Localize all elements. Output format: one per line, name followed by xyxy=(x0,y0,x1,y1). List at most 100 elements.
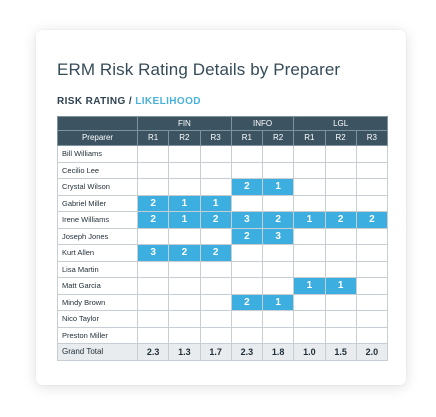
table-body: Bill Williams Cecilio Lee Crystal Wilson 2 1… xyxy=(57,145,389,344)
rating-cell-empty xyxy=(199,227,232,245)
preparer-name: Crystal Wilson xyxy=(57,178,138,196)
preparer-name: Irene Williams xyxy=(57,211,138,229)
rating-cell-highlighted: 2 xyxy=(230,293,264,311)
rating-cell-empty xyxy=(230,310,264,328)
grand-total-cell: 1.8 xyxy=(262,343,295,361)
table-row: Gabriel Miller 2 1 1 xyxy=(57,194,389,212)
rating-cell-empty xyxy=(293,310,326,328)
group-header-row: FIN INFO LGL xyxy=(57,116,389,131)
rating-cell-empty xyxy=(293,161,326,179)
rating-cell-highlighted: 1 xyxy=(199,194,232,212)
rating-cell-empty xyxy=(293,145,326,163)
column-header-lgl-r1: R1 xyxy=(293,130,326,146)
rating-cell-empty xyxy=(324,145,357,163)
column-header-fin-r1: R1 xyxy=(136,130,170,146)
preparer-name: Nico Taylor xyxy=(57,310,138,328)
rating-cell-empty xyxy=(199,293,232,311)
rating-cell-empty xyxy=(230,260,264,278)
grand-total-cell: 1.7 xyxy=(199,343,232,361)
table-row: Kurt Allen 3 2 2 xyxy=(57,244,389,262)
rating-cell-highlighted: 1 xyxy=(293,211,326,229)
rating-cell-empty xyxy=(293,194,326,212)
rating-cell-empty xyxy=(136,293,170,311)
rating-cell-highlighted: 1 xyxy=(168,194,201,212)
rating-cell-empty xyxy=(168,310,201,328)
rating-cell-empty xyxy=(262,145,295,163)
rating-cell-empty xyxy=(324,194,357,212)
rating-cell-highlighted: 2 xyxy=(199,244,232,262)
grand-total-cell: 2.0 xyxy=(355,343,389,361)
subtitle-primary: RISK RATING / xyxy=(57,96,133,107)
rating-cell-empty xyxy=(355,194,389,212)
grand-total-cell: 2.3 xyxy=(230,343,264,361)
rating-cell-empty xyxy=(293,326,326,344)
rating-cell-empty xyxy=(355,260,389,278)
column-header-lgl-r2: R2 xyxy=(324,130,357,146)
rating-cell-empty xyxy=(355,227,389,245)
rating-cell-empty xyxy=(136,145,170,163)
rating-cell-empty xyxy=(168,293,201,311)
rating-cell-empty xyxy=(199,310,232,328)
rating-cell-highlighted: 1 xyxy=(168,211,201,229)
table-row: Mindy Brown 2 1 xyxy=(57,293,389,311)
rating-cell-empty xyxy=(199,277,232,295)
report-card: ERM Risk Rating Details by Preparer RISK… xyxy=(36,30,406,385)
rating-cell-highlighted: 2 xyxy=(262,211,295,229)
group-header-empty xyxy=(57,116,138,131)
rating-cell-empty xyxy=(168,145,201,163)
rating-cell-highlighted: 3 xyxy=(136,244,170,262)
rating-cell-empty xyxy=(293,178,326,196)
table-row: Nico Taylor xyxy=(57,310,389,328)
rating-cell-empty xyxy=(355,161,389,179)
rating-cell-empty xyxy=(293,227,326,245)
risk-rating-table: FIN INFO LGL Preparer R1 R2 R3 R1 R2 R1 … xyxy=(57,116,389,361)
rating-cell-empty xyxy=(136,178,170,196)
rating-cell-empty xyxy=(262,310,295,328)
preparer-name: Bill Williams xyxy=(57,145,138,163)
rating-cell-highlighted: 1 xyxy=(293,277,326,295)
grand-total-label: Grand Total xyxy=(57,343,138,361)
rating-cell-empty xyxy=(262,326,295,344)
rating-cell-empty xyxy=(324,326,357,344)
rating-cell-empty xyxy=(262,244,295,262)
rating-cell-highlighted: 3 xyxy=(230,211,264,229)
rating-cell-empty xyxy=(168,161,201,179)
table-row: Lisa Martin xyxy=(57,260,389,278)
rating-cell-empty xyxy=(355,326,389,344)
rating-cell-empty xyxy=(168,326,201,344)
rating-cell-empty xyxy=(355,293,389,311)
preparer-name: Mindy Brown xyxy=(57,293,138,311)
table-subtitle: RISK RATING / LIKELIHOOD xyxy=(57,95,406,109)
column-header-lgl-r3: R3 xyxy=(355,130,389,146)
rating-cell-empty xyxy=(262,194,295,212)
rating-cell-empty xyxy=(168,178,201,196)
rating-cell-empty xyxy=(199,326,232,344)
rating-cell-empty xyxy=(324,260,357,278)
column-header-fin-r3: R3 xyxy=(199,130,232,146)
rating-cell-empty xyxy=(355,244,389,262)
rating-cell-empty xyxy=(324,161,357,179)
rating-cell-empty xyxy=(199,260,232,278)
rating-cell-empty xyxy=(293,260,326,278)
rating-cell-empty xyxy=(230,145,264,163)
rating-cell-empty xyxy=(324,227,357,245)
column-header-fin-r2: R2 xyxy=(168,130,201,146)
table-row: Preston Miller xyxy=(57,326,389,344)
rating-cell-highlighted: 1 xyxy=(324,277,357,295)
rating-cell-highlighted: 1 xyxy=(262,293,295,311)
column-header-row: Preparer R1 R2 R3 R1 R2 R1 R2 R3 xyxy=(57,130,389,146)
rating-cell-empty xyxy=(324,178,357,196)
rating-cell-empty xyxy=(324,310,357,328)
rating-cell-empty xyxy=(355,277,389,295)
group-header-fin: FIN xyxy=(137,116,232,131)
preparer-name: Joseph Jones xyxy=(57,227,138,245)
rating-cell-highlighted: 2 xyxy=(199,211,232,229)
table-row: Joseph Jones 2 3 xyxy=(57,227,389,245)
preparer-name: Lisa Martin xyxy=(57,260,138,278)
rating-cell-highlighted: 2 xyxy=(230,178,264,196)
rating-cell-empty xyxy=(136,227,170,245)
rating-cell-empty xyxy=(355,145,389,163)
group-header-info: INFO xyxy=(230,116,295,131)
preparer-name: Preston Miller xyxy=(57,326,138,344)
rating-cell-empty xyxy=(230,194,264,212)
